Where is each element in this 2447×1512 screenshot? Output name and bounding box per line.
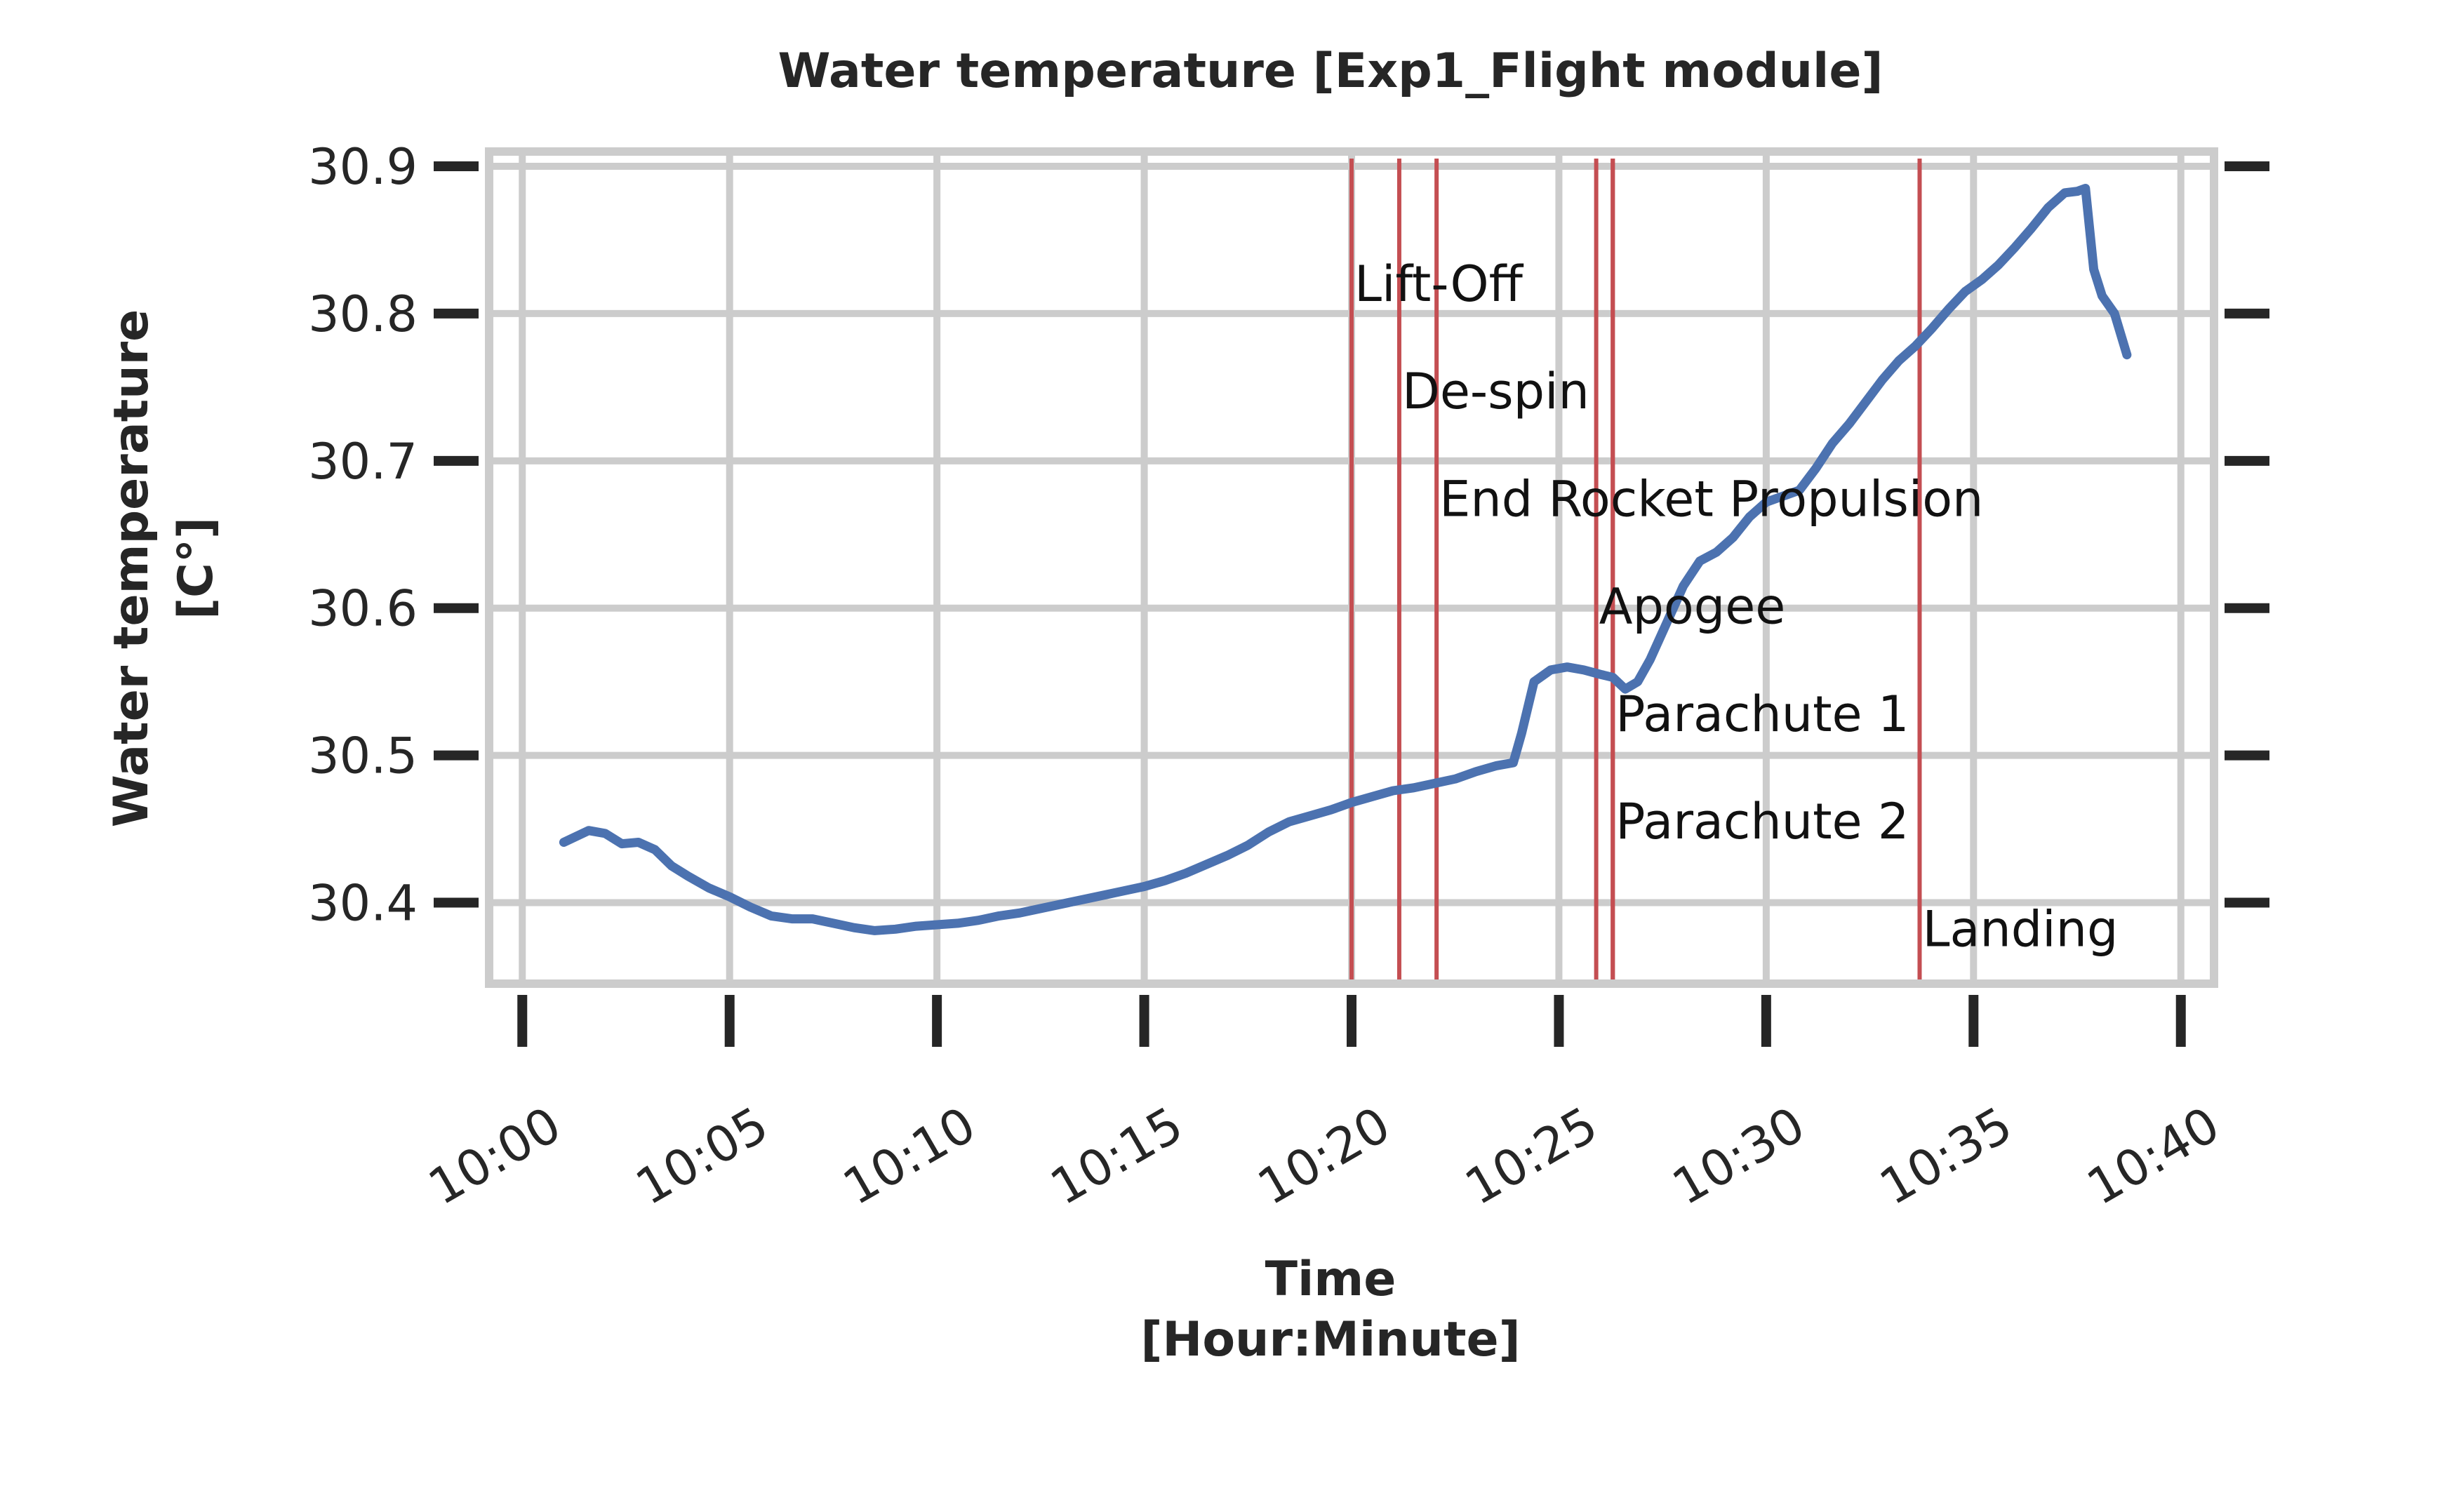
event-label: Apogee <box>1599 578 1786 636</box>
y-tick-label: 30.7 <box>308 433 418 490</box>
chart-title: Water temperature [Exp1_Flight module] <box>778 44 1883 99</box>
event-labels: Lift-Off De-spin End Rocket Propulsion Apog… <box>1354 255 2118 958</box>
y-tick-label: 30.6 <box>308 580 418 638</box>
y-tick-label: 30.5 <box>308 728 418 785</box>
y-tick-label: 30.9 <box>308 138 418 196</box>
event-label: Landing <box>1922 900 2118 958</box>
series-line-water-temperature <box>559 184 2132 935</box>
x-axis-label-line1: Time <box>1265 1252 1396 1307</box>
event-label: Parachute 2 <box>1615 793 1909 850</box>
plot-frame <box>485 147 2218 988</box>
event-label: Lift-Off <box>1354 255 1524 313</box>
y-tick-label: 30.4 <box>308 875 418 932</box>
event-label: De-spin <box>1402 363 1589 420</box>
series-layer <box>559 184 2132 935</box>
x-axis-label-line2: [Hour:Minute] <box>1140 1312 1520 1367</box>
event-label: End Rocket Propulsion <box>1439 470 1983 528</box>
y-axis-label-line1: Water temperature <box>104 309 159 828</box>
y-axis-label-line2: [C°] <box>168 517 224 620</box>
event-label: Parachute 1 <box>1615 685 1909 743</box>
event-lines <box>1349 159 1922 979</box>
y-tick-label: 30.8 <box>308 286 418 343</box>
